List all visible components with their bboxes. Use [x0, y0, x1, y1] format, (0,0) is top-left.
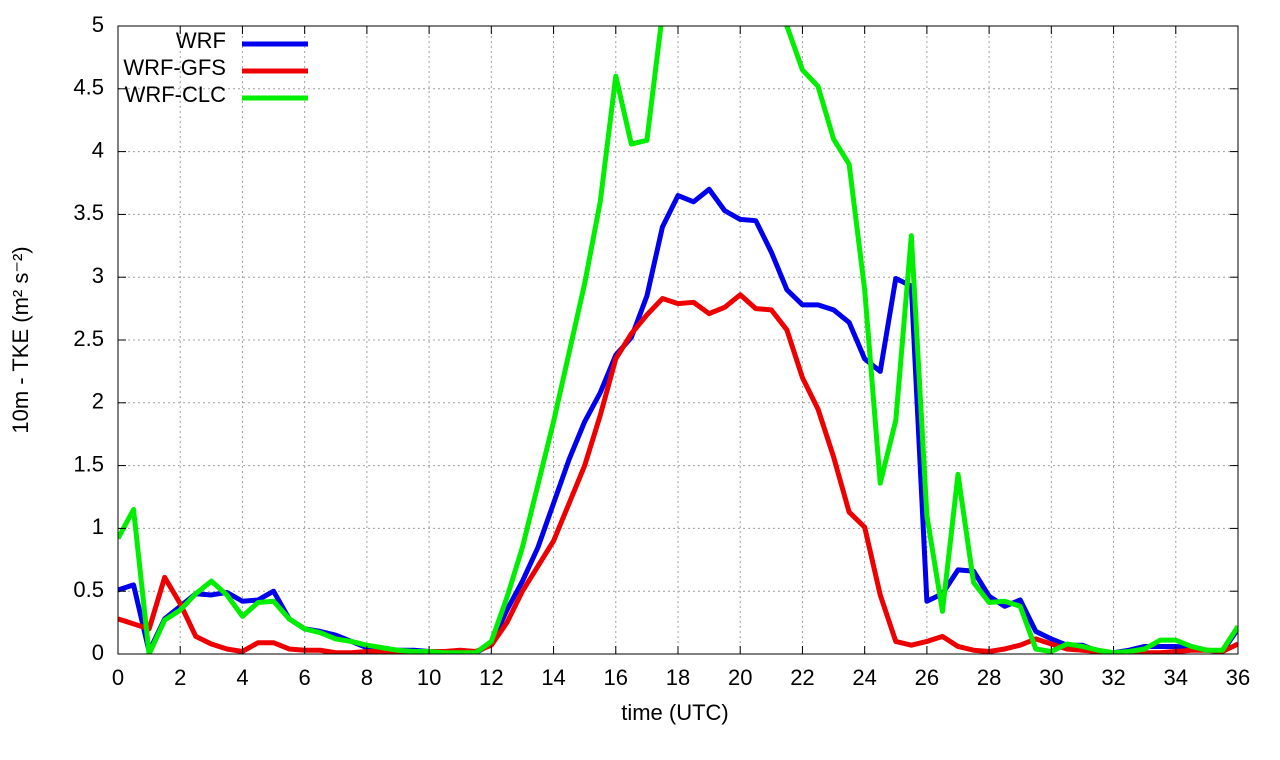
y-tick-label: 3.5	[73, 200, 104, 225]
x-tick-label: 4	[236, 665, 248, 690]
x-tick-label: 26	[915, 665, 939, 690]
y-tick-label: 0	[92, 640, 104, 665]
x-tick-label: 36	[1226, 665, 1250, 690]
x-tick-label: 8	[361, 665, 373, 690]
x-tick-label: 28	[977, 665, 1001, 690]
y-tick-label: 1.5	[73, 451, 104, 476]
x-tick-label: 12	[479, 665, 503, 690]
y-tick-label: 5	[92, 12, 104, 37]
x-tick-label: 0	[112, 665, 124, 690]
x-tick-label: 32	[1101, 665, 1125, 690]
legend-label: WRF-CLC	[125, 82, 227, 107]
x-tick-label: 30	[1039, 665, 1063, 690]
y-tick-label: 1	[92, 514, 104, 539]
series-line	[118, 292, 1238, 654]
legend-label: WRF-GFS	[123, 55, 226, 80]
y-tick-label: 4.5	[73, 75, 104, 100]
x-tick-label: 34	[1164, 665, 1188, 690]
x-tick-label: 16	[604, 665, 628, 690]
y-tick-label: 0.5	[73, 577, 104, 602]
legend-label: WRF	[176, 28, 226, 53]
x-axis-label: time (UTC)	[621, 700, 729, 725]
x-tick-label: 20	[728, 665, 752, 690]
y-tick-label: 2	[92, 389, 104, 414]
x-tick-label: 2	[174, 665, 186, 690]
grid	[117, 25, 1239, 655]
x-tick-label: 24	[852, 665, 876, 690]
x-tick-label: 6	[299, 665, 311, 690]
x-tick-label: 22	[790, 665, 814, 690]
y-tick-label: 2.5	[73, 326, 104, 351]
y-tick-label: 4	[92, 137, 104, 162]
x-tick-label: 18	[666, 665, 690, 690]
y-axis-label: 10m - TKE (m² s⁻²)	[8, 246, 33, 433]
x-tick-label: 10	[417, 665, 441, 690]
x-tick-label: 14	[541, 665, 565, 690]
y-tick-label: 3	[92, 263, 104, 288]
